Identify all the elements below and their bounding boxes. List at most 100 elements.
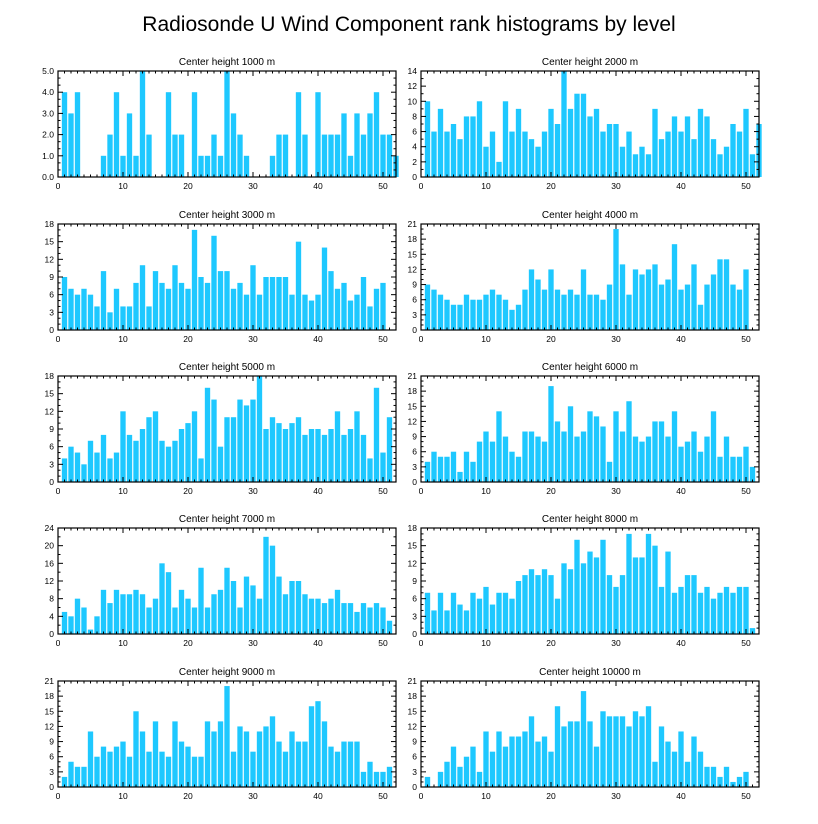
histogram-bar [710, 766, 717, 787]
histogram-bar [230, 113, 237, 177]
histogram-bar [328, 429, 334, 482]
y-tick-label: 15 [408, 706, 418, 716]
histogram-bar [263, 429, 269, 482]
x-tick-label: 0 [56, 181, 61, 191]
histogram-bar [476, 598, 483, 634]
histogram-bar [444, 131, 450, 177]
histogram-bar [645, 533, 652, 634]
x-tick-label: 10 [481, 486, 491, 496]
histogram-bar [593, 416, 600, 482]
histogram-bar [367, 458, 373, 482]
histogram-bar [561, 294, 567, 330]
histogram-bar [502, 299, 509, 330]
histogram-bar [463, 451, 470, 482]
x-tick-label: 0 [56, 486, 61, 496]
y-tick-label: 6 [412, 752, 417, 762]
y-tick-label: 15 [408, 401, 418, 411]
histogram-bar [159, 440, 165, 482]
histogram-bar [502, 746, 509, 787]
histogram-bar [437, 456, 444, 482]
histogram-bar [243, 405, 250, 482]
histogram-bar [68, 446, 74, 482]
panel-title: Center height 2000 m [542, 57, 638, 68]
histogram-bar [710, 139, 717, 177]
x-tick-label: 30 [248, 791, 258, 801]
histogram-bar [535, 279, 541, 330]
histogram-bar [717, 259, 723, 330]
histogram-bar [730, 284, 736, 330]
histogram-bar [152, 271, 159, 330]
histogram-bar [367, 113, 373, 177]
histogram-bar [548, 108, 554, 177]
histogram-bar [191, 229, 198, 330]
histogram-bar [302, 594, 308, 634]
histogram-bar [476, 771, 483, 787]
histogram-bar [470, 461, 476, 482]
histogram-bar [347, 300, 354, 330]
histogram-bar [315, 598, 321, 634]
histogram-bar [424, 461, 431, 482]
histogram-bar [159, 282, 165, 330]
histogram-bar [211, 235, 217, 330]
histogram-bar [522, 575, 528, 634]
histogram-bar [380, 771, 386, 787]
x-tick-label: 20 [546, 486, 556, 496]
histogram-bar [580, 431, 587, 482]
histogram-bar [139, 731, 146, 787]
y-tick-label: 15 [408, 541, 418, 551]
histogram-bar [87, 731, 94, 787]
histogram-bar [276, 423, 282, 482]
histogram-bar [619, 431, 626, 482]
histogram-bar [704, 586, 710, 634]
histogram-bar [386, 417, 393, 482]
histogram-bar [68, 113, 74, 177]
histogram-bar [463, 116, 470, 177]
histogram-bar [450, 746, 457, 787]
histogram-bar [652, 761, 658, 787]
histogram-bar [237, 134, 243, 177]
histogram-bar [126, 113, 133, 177]
histogram-bar [373, 603, 380, 634]
histogram-bar [574, 436, 580, 482]
histogram-bar [230, 288, 237, 330]
y-tick-label: 6 [49, 442, 54, 452]
histogram-bar [626, 294, 632, 330]
histogram-bar [107, 458, 113, 482]
histogram-bar [126, 306, 133, 330]
histogram-bar [230, 751, 237, 787]
histogram-bar [463, 756, 470, 787]
panel-title: Center height 8000 m [542, 514, 638, 525]
histogram-panel: Center height 8000 m 0 10 20 30 40 50 0 3 6 9 12 15 1… [408, 514, 760, 648]
x-tick-label: 30 [611, 791, 621, 801]
histogram-bar [217, 271, 224, 330]
histogram-bar [567, 569, 574, 634]
histogram-bar [165, 288, 172, 330]
histogram-bar [256, 731, 263, 787]
y-tick-label: 18 [45, 219, 55, 229]
histogram-bar [691, 736, 697, 787]
histogram-bar [496, 411, 502, 482]
histogram-bar [289, 581, 295, 634]
histogram-bar [470, 299, 476, 330]
x-tick-label: 30 [611, 334, 621, 344]
histogram-bar [217, 446, 224, 482]
histogram-bar [172, 607, 178, 634]
histogram-bar [554, 289, 561, 330]
histogram-bar [665, 741, 671, 787]
x-tick-label: 20 [183, 486, 193, 496]
y-tick-label: 3 [49, 767, 54, 777]
x-tick-label: 10 [118, 181, 128, 191]
x-tick-label: 40 [313, 638, 323, 648]
x-tick-label: 20 [546, 791, 556, 801]
x-tick-label: 20 [546, 334, 556, 344]
histogram-bar [139, 594, 146, 634]
y-tick-label: 9 [412, 576, 417, 586]
histogram-bar [107, 603, 113, 634]
histogram-bar [450, 451, 457, 482]
histogram-bar [587, 551, 593, 634]
histogram-bar [302, 134, 308, 177]
histogram-bar [561, 726, 567, 787]
y-tick-label: 6 [412, 594, 417, 604]
histogram-bar [457, 139, 463, 177]
histogram-panel: Center height 6000 m 0 10 20 30 40 50 0 3 6 9 12 15 1… [408, 362, 760, 496]
